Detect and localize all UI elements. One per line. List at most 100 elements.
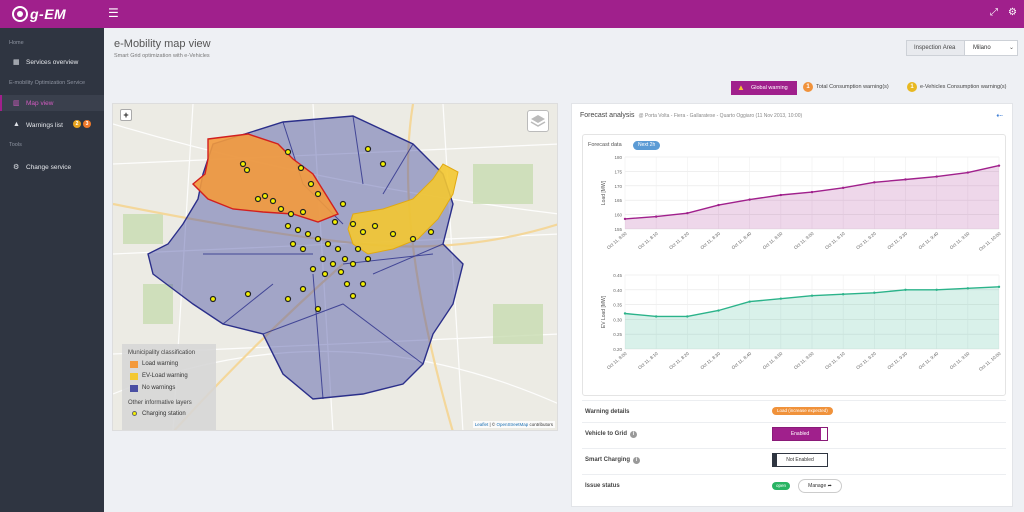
series-area (625, 165, 999, 229)
arrow-left-icon[interactable]: ⇠ (996, 111, 1003, 120)
sidebar-item-map-view[interactable]: ▥ Map view (0, 95, 104, 111)
legend-swatch-no-warnings (130, 385, 138, 392)
legend-title: Municipality classification (128, 350, 196, 356)
data-point (623, 312, 627, 315)
data-point (779, 193, 783, 197)
info-icon[interactable]: i (633, 457, 641, 464)
data-point (935, 175, 938, 178)
logo-icon (12, 6, 28, 22)
total-warning-count: 1 (803, 82, 813, 92)
inspection-area-value: Milano (973, 45, 991, 51)
y-tick-label: 0.45 (613, 273, 622, 278)
issue-status-row: Issue status open Manage ➦ (582, 474, 1006, 496)
sidebar-item-label: Services overview (26, 58, 79, 66)
forecast-panel: Forecast analysis @ Porta Volta - Fiera -… (571, 103, 1013, 507)
manage-button[interactable]: Manage ➦ (798, 479, 842, 493)
sidebar-item-change-service[interactable]: ⚙ Change service (0, 159, 104, 175)
share-icon: ➦ (827, 483, 832, 489)
x-tick-label: Oct 11, 8:20 (668, 351, 690, 371)
data-point (717, 309, 720, 312)
inspection-area-label: Inspection Area (907, 41, 965, 55)
sidebar-item-warnings-list[interactable]: ▲ Warnings list 2 3 (0, 117, 104, 133)
smart-charging-label-text: Smart Charging (585, 457, 631, 463)
sidebar-item-services-overview[interactable]: ▦ Services overview (0, 54, 104, 70)
osm-link[interactable]: OpenStreetMap (496, 422, 529, 427)
x-tick-label: Oct 11, 9:30 (886, 231, 908, 251)
app-logo[interactable]: g-EM (6, 3, 104, 25)
next-window-badge[interactable]: Next 2h (633, 141, 661, 150)
x-tick-label: Oct 11, 9:30 (886, 351, 908, 371)
forecast-subtitle: @ Porta Volta - Fiera - Gallaratese - Qu… (638, 113, 803, 119)
warning-icon: ▲ (737, 83, 745, 92)
total-warning-label: Total Consumption warning(s) (816, 84, 889, 90)
chevron-down-icon: ⌄ (1009, 45, 1015, 51)
logo-text: g-EM (30, 6, 67, 22)
sidebar-section-home: Home (9, 40, 24, 46)
map-view[interactable]: + Municipality classification Load warni… (112, 103, 558, 431)
x-tick-label: Oct 11, 8:10 (637, 231, 659, 251)
y-tick-label: 0.20 (613, 347, 622, 352)
layers-icon[interactable] (527, 110, 549, 132)
smart-charging-label: Smart Charging i (585, 457, 641, 464)
x-tick-label: Oct 11, 8:50 (762, 351, 784, 371)
y-tick-label: 165 (614, 198, 622, 203)
expand-icon[interactable]: ⤢ (990, 7, 998, 18)
y-tick-label: 175 (614, 169, 622, 174)
y-tick-label: 0.25 (613, 332, 622, 337)
warning-icon: ▲ (13, 121, 20, 128)
data-point (873, 181, 876, 184)
data-point (717, 203, 720, 207)
legend-item-charging: Charging station (142, 411, 186, 417)
page-subtitle: Smart Grid optimization with e-Vehicles (114, 53, 210, 59)
data-point (810, 294, 814, 297)
v2g-toggle[interactable]: Enabled (772, 427, 828, 441)
warnings-badge-total: 2 (73, 120, 81, 128)
attribution-end: contributors (528, 422, 553, 427)
y-tick-label: 160 (614, 213, 622, 218)
legend-swatch-load (130, 361, 138, 368)
data-point (686, 315, 689, 318)
forecast-chart-box: Forecast data Next 2h 180 175 170 165 160 155… (582, 134, 1006, 396)
y-tick-label: 155 (614, 227, 622, 232)
data-point (904, 288, 907, 291)
x-tick-label: Oct 11, 9:00 (793, 231, 815, 251)
inspection-area-select[interactable]: Inspection Area Milano ⌄ (906, 40, 1018, 56)
data-point (873, 291, 876, 294)
smart-charging-toggle[interactable]: Not Enabled (772, 453, 828, 467)
zoom-in-button[interactable]: + (120, 109, 132, 121)
global-warning-badge: ▲ Global warning (731, 81, 797, 95)
top-bar: g-EM ☰ ⤢ ⚙ (0, 0, 1024, 28)
y-axis-label: EV Load [MW] (601, 295, 607, 328)
ev-warning-label: e-Vehicles Consumption warning(s) (920, 84, 1007, 90)
v2g-label: Vehicle to Grid i (585, 431, 638, 438)
page-title: e-Mobility map view (114, 38, 211, 50)
data-point (966, 171, 970, 174)
x-tick-label: Oct 11, 9:10 (824, 231, 846, 251)
issue-status-label: Issue status (585, 483, 620, 489)
x-tick-label: Oct 11, 9:20 (855, 231, 877, 251)
warning-details-label: Warning details (585, 409, 630, 415)
data-point (841, 186, 845, 190)
data-point (654, 215, 658, 218)
x-tick-label: Oct 11, 9:50 (949, 231, 971, 251)
forecast-charts-svg: 180 175 170 165 160 155 Load [MW] Oct 11, 8:00 O… (601, 155, 1002, 372)
leaflet-link[interactable]: Leaflet (474, 422, 489, 427)
x-tick-label: Oct 11, 10:00 (978, 231, 1002, 252)
smart-charging-row: Smart Charging i Not Enabled (582, 448, 1006, 470)
ev-warning-count: 1 (907, 82, 917, 92)
map-canvas (113, 104, 557, 430)
data-point (779, 297, 783, 300)
data-point (810, 190, 814, 194)
data-point (686, 211, 689, 215)
x-tick-label: Oct 11, 8:40 (731, 231, 753, 251)
hamburger-icon[interactable]: ☰ (108, 6, 119, 20)
gear-icon[interactable]: ⚙ (1008, 7, 1017, 18)
issue-status-pill: open (772, 482, 791, 490)
legend-swatch-ev-load (130, 373, 138, 380)
map-legend: Municipality classification Load warning… (122, 344, 216, 430)
forecast-title: Forecast analysis @ Porta Volta - Fiera -… (580, 112, 802, 119)
legend-item-ev-load: EV-Load warning (142, 373, 188, 379)
y-tick-label: 170 (614, 184, 622, 189)
info-icon[interactable]: i (630, 431, 638, 438)
data-point (904, 178, 907, 181)
